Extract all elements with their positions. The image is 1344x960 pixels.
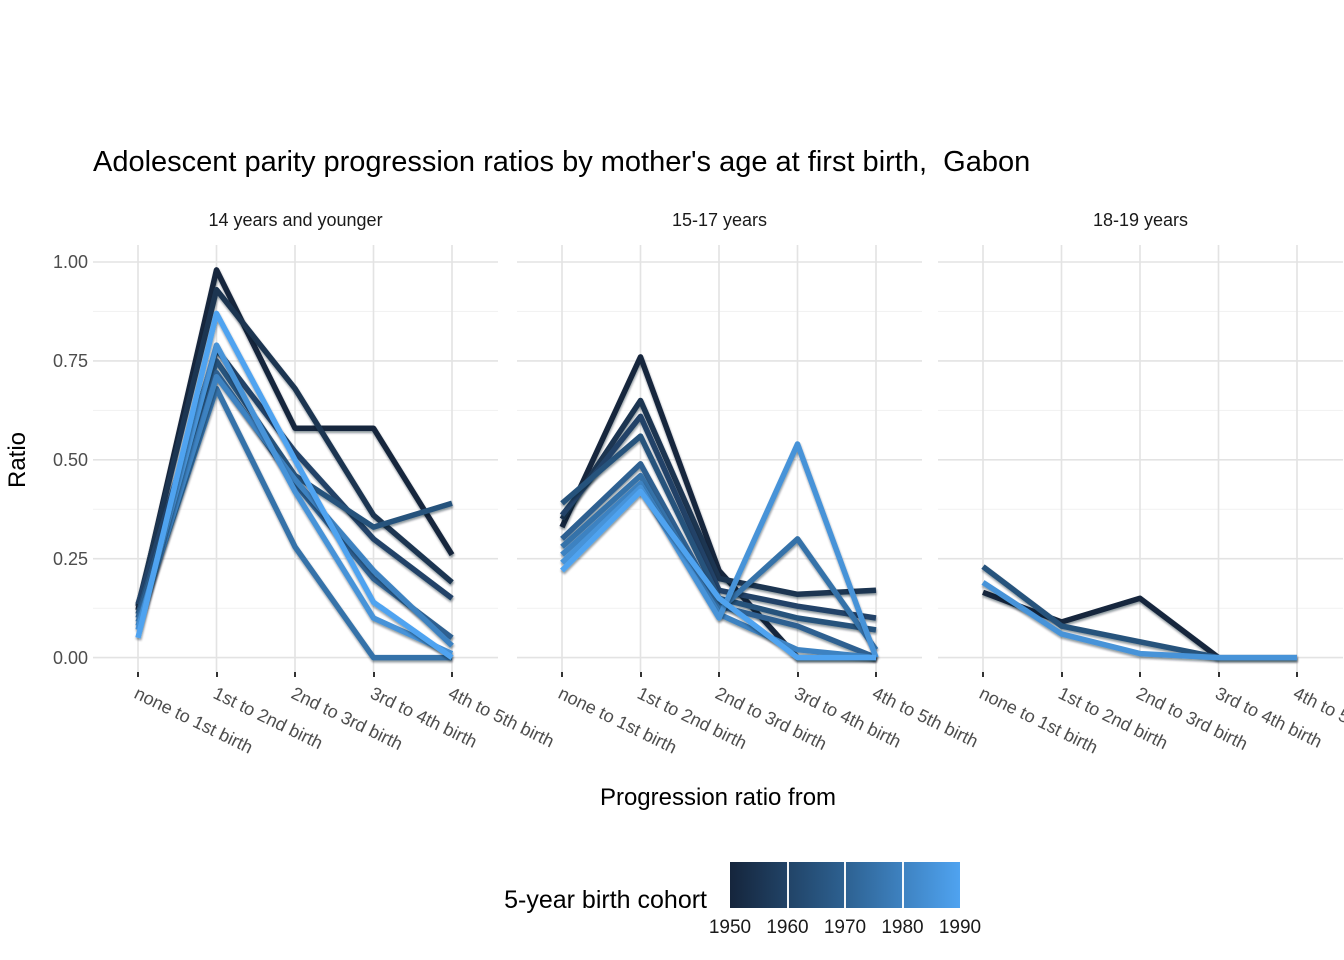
facet-strip-label: 18-19 years bbox=[1092, 210, 1189, 230]
x-axis-tick bbox=[796, 672, 799, 677]
legend-tick-label: 1950 bbox=[708, 917, 752, 938]
series-line-1980 bbox=[135, 373, 454, 648]
y-tick-label: 0.75 bbox=[52, 350, 88, 371]
facet-strip-label: 14 years and younger bbox=[208, 210, 383, 230]
panel bbox=[517, 245, 922, 672]
legend-tick-label: 1980 bbox=[881, 917, 924, 938]
legend-tick bbox=[786, 862, 789, 908]
facet-strip-label: 15-17 years bbox=[671, 210, 768, 230]
chart-svg bbox=[938, 245, 1343, 672]
x-axis-tick bbox=[875, 672, 877, 677]
panel bbox=[93, 245, 498, 672]
legend-title: 5-year birth cohort bbox=[504, 886, 707, 914]
series-line-1960 bbox=[559, 413, 877, 621]
series-line-1990 bbox=[560, 488, 876, 661]
panel bbox=[938, 245, 1343, 672]
y-tick-label: 0.50 bbox=[52, 449, 88, 470]
x-axis-title: Progression ratio from bbox=[599, 784, 837, 811]
series-line-1985 bbox=[135, 342, 454, 657]
y-axis-title: Ratio bbox=[4, 431, 31, 489]
legend-tick-label: 1960 bbox=[766, 917, 809, 938]
series-line-1990 bbox=[135, 310, 454, 660]
x-axis-tick bbox=[1139, 672, 1141, 677]
chart-svg bbox=[93, 245, 498, 672]
legend-tick-label: 1970 bbox=[823, 917, 867, 938]
chart-title: Adolescent parity progression ratios by … bbox=[93, 146, 1031, 178]
x-axis-tick bbox=[137, 672, 139, 677]
y-tick-label: 0.25 bbox=[52, 548, 88, 569]
x-axis-tick bbox=[1060, 672, 1063, 677]
x-axis-tick bbox=[718, 672, 720, 677]
x-axis-tick bbox=[372, 672, 375, 677]
x-axis-tick bbox=[1217, 672, 1220, 677]
legend-gradient-bar bbox=[730, 862, 960, 908]
series-line-1950 bbox=[135, 267, 455, 611]
legend-tick bbox=[901, 862, 904, 908]
legend-tick bbox=[844, 862, 846, 908]
y-tick-label: 1.00 bbox=[52, 252, 88, 272]
series-line-1955 bbox=[559, 397, 877, 598]
series-line-1985 bbox=[981, 580, 1297, 661]
legend-tick-label: 1990 bbox=[938, 917, 982, 938]
series-line-1985 bbox=[560, 441, 879, 659]
chart-svg bbox=[517, 245, 922, 672]
series-line-1955 bbox=[135, 286, 454, 607]
x-axis-tick bbox=[451, 672, 453, 677]
y-tick-label: 0.00 bbox=[52, 647, 88, 668]
x-axis-tick bbox=[1296, 672, 1298, 677]
x-axis-tick bbox=[215, 672, 218, 677]
x-axis-tick bbox=[294, 672, 296, 677]
x-axis-tick bbox=[982, 672, 984, 677]
x-axis-tick bbox=[561, 672, 563, 677]
x-axis-tick bbox=[639, 672, 642, 677]
